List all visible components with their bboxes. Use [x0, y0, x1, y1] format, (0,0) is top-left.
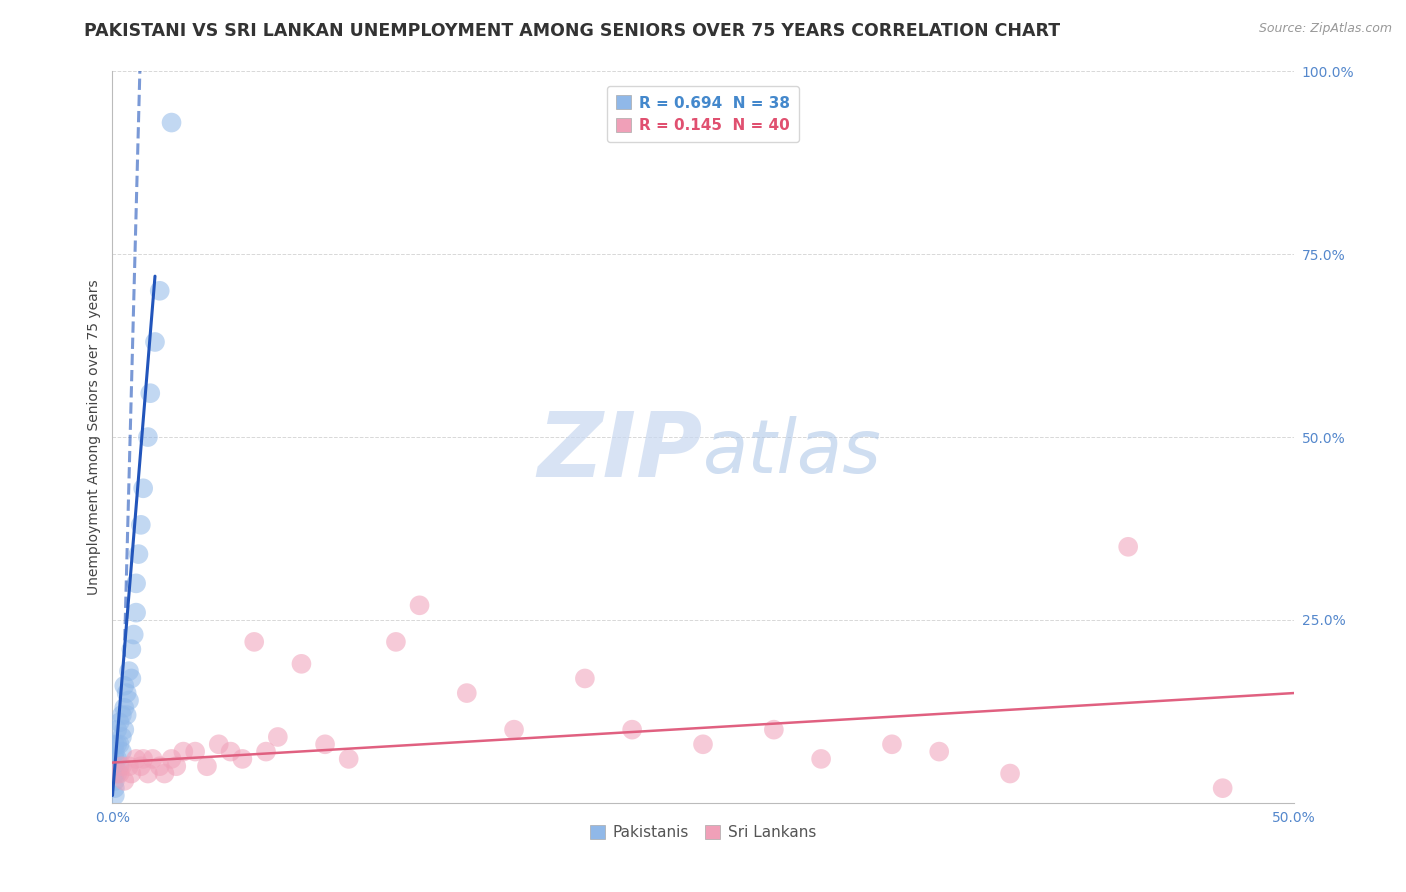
Point — [111, 708, 134, 723]
Point — [120, 672, 142, 686]
Point — [105, 766, 128, 780]
Text: ZIP: ZIP — [537, 408, 703, 496]
Text: atlas: atlas — [703, 416, 882, 488]
Point — [172, 745, 194, 759]
Point — [314, 737, 336, 751]
Point — [125, 752, 148, 766]
Point — [120, 766, 142, 780]
Y-axis label: Unemployment Among Seniors over 75 years: Unemployment Among Seniors over 75 years — [87, 279, 101, 595]
Point — [998, 766, 1021, 780]
Point — [129, 517, 152, 532]
Point — [574, 672, 596, 686]
Point — [104, 737, 127, 751]
Point — [112, 700, 135, 714]
Point — [111, 745, 134, 759]
Point — [105, 752, 128, 766]
Point — [104, 745, 127, 759]
Point — [219, 745, 242, 759]
Point — [108, 766, 131, 780]
Point — [243, 635, 266, 649]
Point — [290, 657, 312, 671]
Point — [692, 737, 714, 751]
Legend: Pakistanis, Sri Lankans: Pakistanis, Sri Lankans — [583, 819, 823, 847]
Point — [142, 752, 165, 766]
Point — [125, 576, 148, 591]
Point — [928, 745, 950, 759]
Point — [160, 752, 183, 766]
Point — [880, 737, 903, 751]
Point — [104, 789, 127, 803]
Point — [105, 737, 128, 751]
Point — [118, 759, 141, 773]
Point — [104, 752, 127, 766]
Point — [153, 766, 176, 780]
Point — [127, 547, 149, 561]
Point — [108, 737, 131, 751]
Point — [118, 664, 141, 678]
Point — [456, 686, 478, 700]
Point — [111, 730, 134, 744]
Point — [149, 759, 172, 773]
Point — [104, 773, 127, 788]
Text: PAKISTANI VS SRI LANKAN UNEMPLOYMENT AMONG SENIORS OVER 75 YEARS CORRELATION CHA: PAKISTANI VS SRI LANKAN UNEMPLOYMENT AMO… — [84, 22, 1060, 40]
Point — [129, 759, 152, 773]
Point — [136, 766, 159, 780]
Point — [120, 642, 142, 657]
Point — [810, 752, 832, 766]
Text: Source: ZipAtlas.com: Source: ZipAtlas.com — [1258, 22, 1392, 36]
Point — [143, 334, 166, 349]
Point — [503, 723, 526, 737]
Point — [160, 115, 183, 129]
Point — [125, 606, 148, 620]
Point — [195, 759, 218, 773]
Point — [267, 730, 290, 744]
Point — [112, 723, 135, 737]
Point — [112, 679, 135, 693]
Point — [1212, 781, 1234, 796]
Point — [337, 752, 360, 766]
Point — [254, 745, 277, 759]
Point — [115, 708, 138, 723]
Point — [762, 723, 785, 737]
Point — [111, 759, 134, 773]
Point — [408, 599, 430, 613]
Point — [108, 715, 131, 730]
Point — [104, 766, 127, 780]
Point — [132, 752, 155, 766]
Point — [122, 627, 145, 641]
Point — [231, 752, 253, 766]
Point — [165, 759, 187, 773]
Point — [1116, 540, 1139, 554]
Point — [184, 745, 207, 759]
Point — [621, 723, 644, 737]
Point — [132, 481, 155, 495]
Point — [149, 284, 172, 298]
Point — [104, 759, 127, 773]
Point — [115, 686, 138, 700]
Point — [139, 386, 162, 401]
Point — [105, 723, 128, 737]
Point — [118, 693, 141, 707]
Point — [385, 635, 408, 649]
Point — [112, 773, 135, 788]
Point — [208, 737, 231, 751]
Point — [108, 759, 131, 773]
Point — [136, 430, 159, 444]
Point — [104, 781, 127, 796]
